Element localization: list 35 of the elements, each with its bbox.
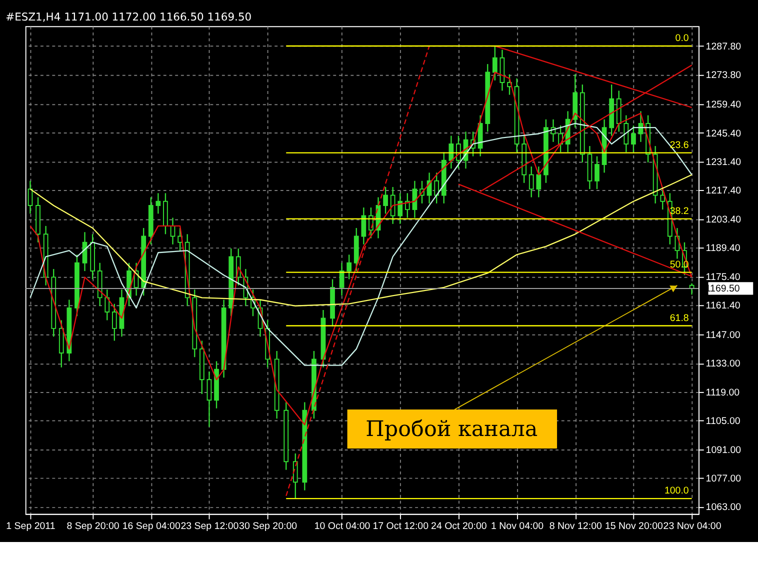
- series-label: 0.0: [675, 33, 690, 44]
- x-tick-label: 1 Nov 04:00: [490, 521, 544, 532]
- y-tick-label: 1259.40: [706, 100, 742, 111]
- x-tick-label: 8 Sep 20:00: [66, 521, 120, 532]
- y-tick-label: 1091.00: [706, 444, 742, 456]
- y-tick-label: 1217.40: [706, 186, 742, 197]
- y-tick-label: 1063.00: [706, 502, 742, 514]
- x-tick-label: 23 Sep 12:00: [180, 521, 240, 532]
- annotation: Пробой канала: [366, 416, 538, 442]
- y-tick-label: 1175.40: [706, 272, 741, 283]
- series-label: 61.8: [670, 312, 689, 324]
- y-tick-label: 1231.40: [706, 157, 742, 168]
- x-tick-label: 8 Nov 12:00: [549, 521, 602, 532]
- x-tick-label: 1 Sep 2011: [6, 521, 56, 532]
- x-tick-label: 17 Oct 12:00: [372, 521, 430, 532]
- y-tick-label: 1147.00: [706, 330, 741, 341]
- x-tick-label: 24 Oct 20:00: [431, 521, 488, 532]
- y-tick-label: 1287.80: [706, 41, 742, 52]
- y-tick-label: 1203.40: [706, 214, 742, 226]
- y-tick-label: 1245.40: [706, 128, 742, 140]
- y-tick-label: 1105.00: [706, 416, 741, 428]
- y-tick-label: 1077.00: [706, 473, 742, 484]
- x-tick-label: 30 Sep 20:00: [239, 521, 298, 532]
- y-tick-label: 1273.80: [706, 70, 742, 82]
- y-tick-label: 1189.40: [706, 243, 741, 254]
- x-tick-label: 23 Nov 04:00: [663, 521, 722, 532]
- y-tick-label: 1133.00: [706, 358, 741, 370]
- series-label: 100.0: [664, 486, 690, 497]
- x-tick-label: 15 Nov 20:00: [604, 521, 664, 532]
- chart-title: #ESZ1,H4 1171.00 1172.00 1166.50 1169.50: [6, 10, 252, 24]
- y-tick-label: 1161.40: [706, 300, 741, 312]
- series-label: 23.6: [670, 140, 689, 151]
- x-tick-label: 16 Sep 04:00: [122, 521, 181, 532]
- x-tick-label: 10 Oct 04:00: [314, 521, 371, 532]
- y-tick-label: 1119.00: [706, 387, 740, 398]
